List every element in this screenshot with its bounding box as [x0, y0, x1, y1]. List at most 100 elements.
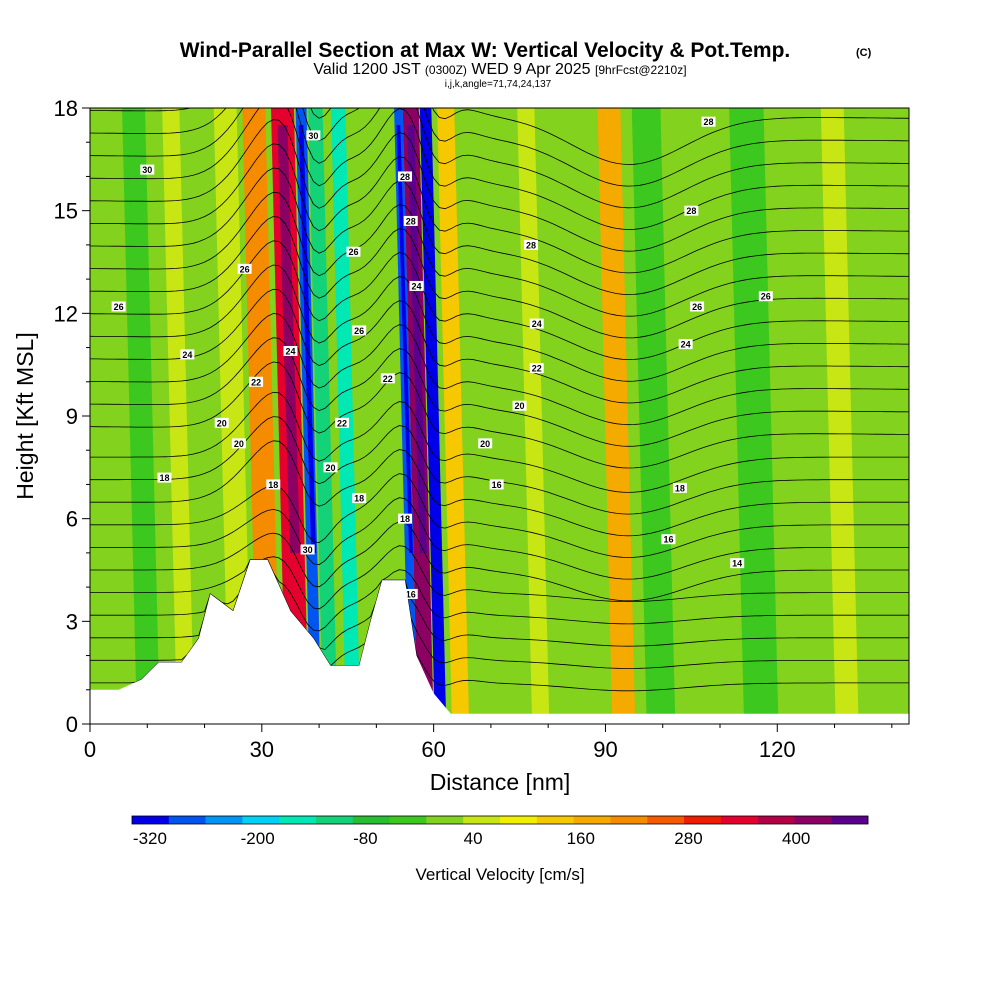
colorbar-tick-labels: -320 -200 -80 40 160 280 400 — [133, 829, 810, 848]
colorbar-swatch — [684, 816, 722, 824]
w-band-12 — [162, 108, 195, 724]
svg-text:20: 20 — [515, 401, 525, 411]
theta-label-18: 22 — [249, 376, 264, 387]
svg-text:24: 24 — [411, 281, 421, 291]
colorbar-swatch — [279, 816, 317, 824]
theta-label-4: 28 — [524, 239, 538, 250]
theta-label-19: 22 — [335, 417, 349, 428]
valid-utc: (0300Z) — [425, 63, 467, 77]
colorbar-swatch — [132, 816, 170, 824]
svg-text:30: 30 — [303, 545, 313, 555]
y-tick-label: 9 — [66, 404, 78, 429]
theta-contour-15 — [90, 264, 909, 382]
theta-label-0: 30 — [140, 164, 155, 175]
valid-date: WED 9 Apr 2025 — [471, 61, 590, 78]
colorbar-frame — [131, 815, 869, 825]
y-axis-ticks: 0 3 6 9 12 15 18 — [54, 96, 90, 737]
colorbar-swatch — [205, 816, 243, 824]
w-band-13 — [517, 108, 550, 724]
w-band-14 — [631, 108, 676, 724]
y-tick-label: 0 — [66, 712, 78, 737]
theta-label-11: 24 — [529, 318, 544, 329]
potential-temperature-contours: 30 30 28 28 28 28 26 26 26 26 26 24 24 24 24 24 22 22 22 22… — [90, 108, 909, 692]
colorbar-swatch — [610, 816, 648, 824]
colorbar-swatch — [463, 816, 501, 824]
colorbar-swatch — [242, 816, 280, 824]
theta-label-32: 16 — [661, 534, 676, 545]
w-band-3 — [331, 108, 361, 724]
x-tick-label: 30 — [250, 737, 274, 762]
theta-contour-25 — [90, 108, 909, 165]
colorbar-swatch — [573, 816, 611, 824]
svg-text:20: 20 — [326, 463, 336, 473]
theta-contour-19 — [90, 167, 909, 296]
theta-contour-12 — [90, 337, 909, 447]
grid-info: i,j,k,angle=71,74,24,137 — [445, 79, 552, 90]
theta-label-15: 24 — [409, 280, 424, 291]
theta-label-12: 24 — [678, 339, 693, 350]
vertical-velocity-field — [90, 108, 909, 724]
theta-contour-16 — [90, 240, 909, 361]
svg-text:26: 26 — [692, 302, 702, 312]
x-tick-label: 90 — [593, 737, 617, 762]
svg-text:20: 20 — [480, 439, 490, 449]
svg-text:20: 20 — [217, 418, 227, 428]
colorbar-swatch — [536, 816, 574, 824]
svg-text:24: 24 — [532, 319, 542, 329]
theta-contour-6 — [90, 497, 909, 580]
svg-text:18: 18 — [675, 483, 685, 493]
theta-label-26: 18 — [398, 513, 412, 524]
w-band-2 — [308, 108, 338, 724]
colorbar-swatch — [720, 816, 758, 824]
colorbar-label: Vertical Velocity [cm/s] — [415, 865, 584, 884]
colorbar-tick-label: -80 — [353, 829, 378, 848]
colorbar-tick-label: 40 — [464, 829, 483, 848]
x-tick-label: 0 — [84, 737, 96, 762]
svg-text:26: 26 — [114, 302, 124, 312]
colorbar-tick-label: -320 — [133, 829, 167, 848]
w-core-0 — [277, 125, 301, 553]
theta-contour-10 — [90, 391, 909, 493]
theta-label-35: 28 — [701, 116, 716, 127]
theta-label-14: 24 — [283, 345, 298, 356]
colorbar-swatch — [352, 816, 390, 824]
theta-contour-22 — [90, 108, 909, 230]
svg-text:16: 16 — [406, 589, 416, 599]
theta-label-9: 26 — [346, 246, 361, 257]
theta-label-21: 20 — [512, 400, 527, 411]
svg-text:18: 18 — [400, 514, 410, 524]
colorbar-swatch — [316, 816, 354, 824]
colorbar-tick-label: 280 — [674, 829, 702, 848]
theta-contour-24 — [90, 108, 909, 187]
theta-label-2: 28 — [398, 171, 412, 182]
svg-text:22: 22 — [383, 374, 393, 384]
theta-label-22: 20 — [231, 438, 246, 449]
svg-text:28: 28 — [400, 172, 410, 182]
colorbar-tick-label: 160 — [567, 829, 595, 848]
svg-text:26: 26 — [354, 326, 364, 336]
svg-text:28: 28 — [704, 117, 714, 127]
plot-area: 30 30 28 28 28 28 26 26 26 26 26 24 24 24 24 24 22 22 22 22… — [90, 108, 909, 724]
theta-label-24: 20 — [478, 438, 493, 449]
svg-text:14: 14 — [732, 559, 742, 569]
colorbar-swatch — [426, 816, 464, 824]
theta-label-31: 16 — [403, 588, 418, 599]
theta-contour-23 — [90, 108, 909, 209]
colorbar — [131, 815, 869, 825]
valid-prefix: Valid 1200 JST — [313, 61, 421, 78]
theta-label-28: 18 — [266, 479, 281, 490]
theta-label-27: 18 — [157, 472, 172, 483]
copyright-mark: (C) — [856, 47, 872, 59]
x-tick-label: 120 — [759, 737, 796, 762]
w-band-7 — [437, 108, 470, 724]
terrain-profile — [90, 559, 909, 724]
colorbar-tick-label: 400 — [782, 829, 810, 848]
y-tick-label: 12 — [54, 301, 78, 326]
svg-text:22: 22 — [251, 377, 261, 387]
colorbar-swatch — [389, 816, 427, 824]
svg-text:30: 30 — [142, 165, 152, 175]
svg-text:24: 24 — [182, 350, 192, 360]
svg-text:28: 28 — [686, 206, 696, 216]
colorbar-swatch — [500, 816, 538, 824]
theta-label-29: 18 — [352, 493, 367, 504]
